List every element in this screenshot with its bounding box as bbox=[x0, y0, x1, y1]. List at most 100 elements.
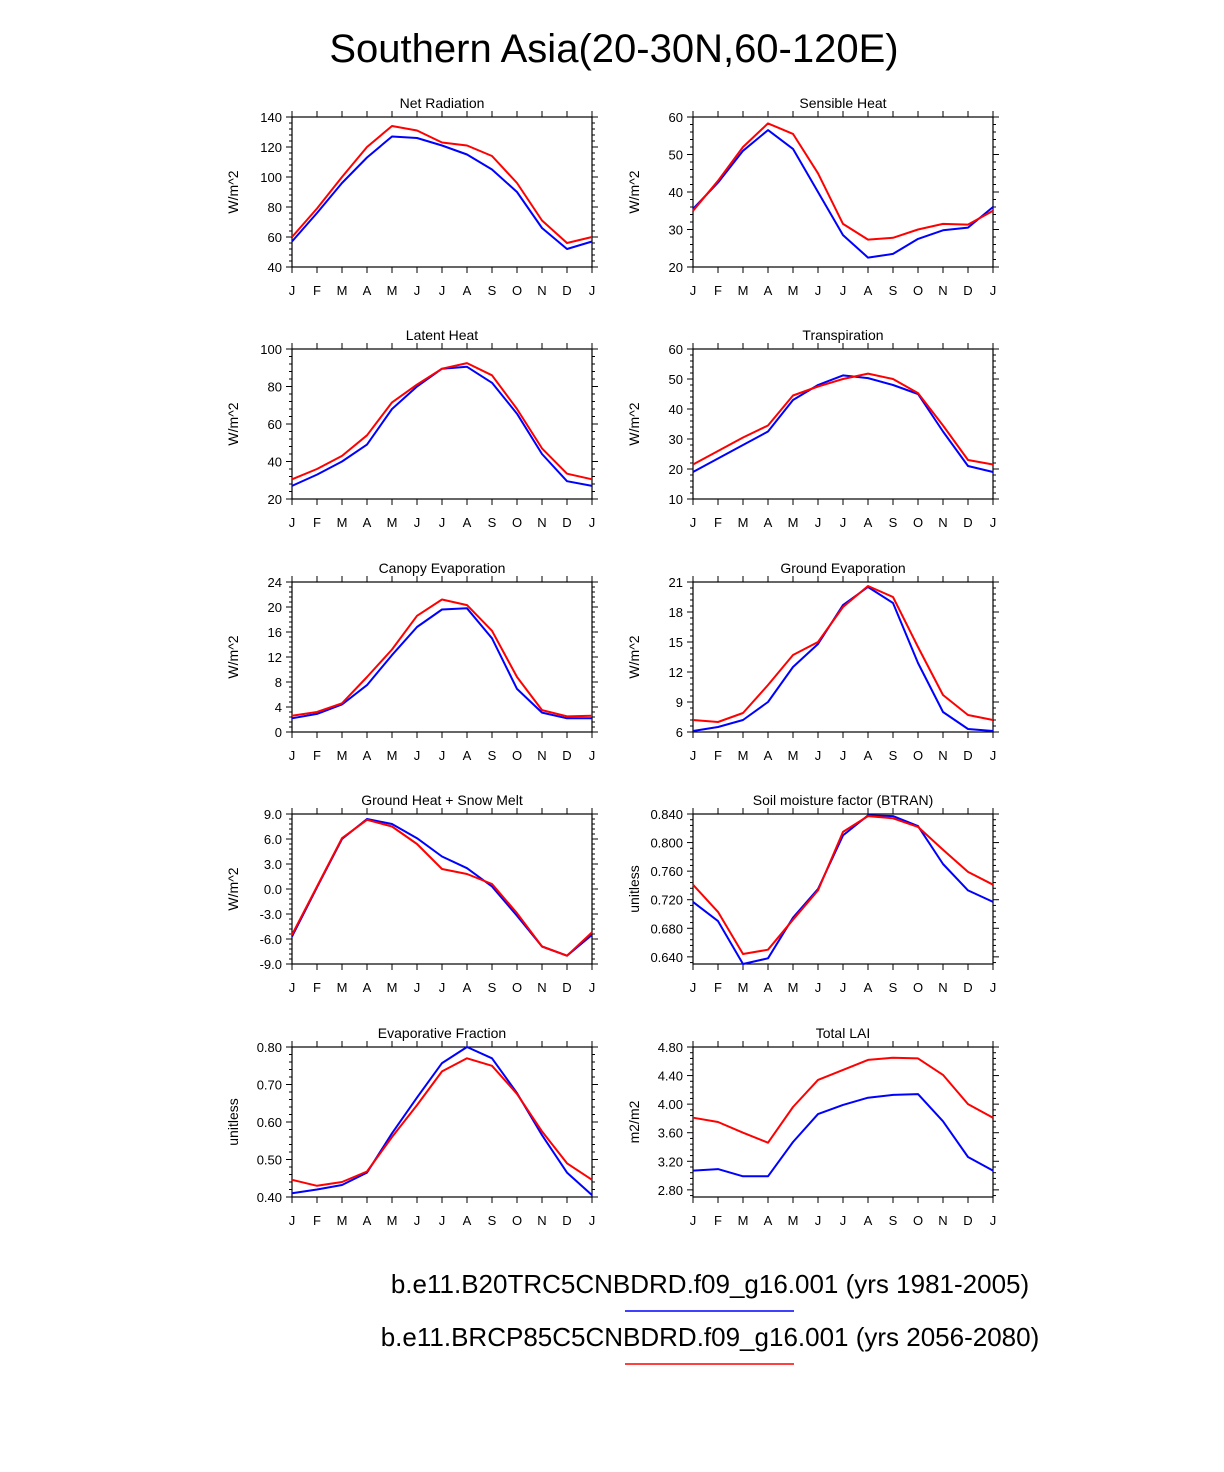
y-tick-label: 18 bbox=[669, 605, 683, 620]
x-tick-label: F bbox=[714, 1213, 722, 1228]
y-tick-label: 9.0 bbox=[264, 807, 282, 822]
y-tick-label: 40 bbox=[669, 185, 683, 200]
x-tick-label: J bbox=[289, 748, 296, 763]
y-tick-label: 4 bbox=[275, 700, 282, 715]
x-tick-label: F bbox=[313, 1213, 321, 1228]
y-tick-label: 20 bbox=[669, 260, 683, 275]
x-tick-label: A bbox=[764, 283, 773, 298]
y-tick-label: 20 bbox=[268, 600, 282, 615]
plot-frame bbox=[291, 348, 593, 500]
x-tick-label: F bbox=[714, 515, 722, 530]
y-axis-label: W/m^2 bbox=[626, 635, 642, 678]
legend: b.e11.B20TRC5CNBDRD.f09_g16.001 (yrs 198… bbox=[381, 1269, 1040, 1365]
y-tick-label: 0.70 bbox=[257, 1078, 282, 1093]
series-line-control bbox=[692, 374, 994, 473]
x-tick-label: M bbox=[337, 283, 348, 298]
legend-label-future: b.e11.BRCP85C5CNBDRD.f09_g16.001 (yrs 20… bbox=[381, 1322, 1040, 1352]
x-tick-label: M bbox=[387, 283, 398, 298]
x-tick-label: F bbox=[313, 980, 321, 995]
x-tick-label: O bbox=[913, 980, 923, 995]
x-tick-label: J bbox=[990, 1213, 997, 1228]
x-tick-label: J bbox=[990, 748, 997, 763]
x-tick-label: J bbox=[990, 980, 997, 995]
y-tick-label: 4.80 bbox=[658, 1040, 683, 1055]
x-tick-label: N bbox=[537, 515, 546, 530]
series-line-future bbox=[692, 1056, 994, 1144]
series-line-control bbox=[291, 607, 592, 720]
x-tick-label: J bbox=[690, 515, 697, 530]
x-tick-label: M bbox=[738, 1213, 749, 1228]
series-line-control bbox=[692, 129, 994, 259]
x-tick-label: D bbox=[963, 283, 972, 298]
y-tick-label: 0.680 bbox=[650, 921, 683, 936]
x-tick-label: J bbox=[815, 748, 822, 763]
x-tick-label: J bbox=[439, 748, 446, 763]
y-tick-label: 2.80 bbox=[658, 1183, 683, 1198]
y-tick-label: 40 bbox=[669, 402, 683, 417]
x-tick-label: O bbox=[512, 515, 522, 530]
plot-frame bbox=[291, 1046, 593, 1198]
x-tick-label: J bbox=[289, 980, 296, 995]
series-line-future bbox=[291, 818, 593, 957]
x-tick-label: F bbox=[714, 980, 722, 995]
y-tick-label: 4.40 bbox=[658, 1069, 683, 1084]
x-tick-label: M bbox=[387, 748, 398, 763]
panel-soil-moisture-factor-btran: Soil moisture factor (BTRAN) unitless 0.64… bbox=[626, 792, 999, 995]
x-tick-label: S bbox=[889, 748, 898, 763]
x-tick-label: J bbox=[840, 283, 847, 298]
x-tick-label: A bbox=[463, 283, 472, 298]
x-tick-label: J bbox=[289, 283, 296, 298]
x-tick-label: N bbox=[537, 283, 546, 298]
y-tick-label: 15 bbox=[669, 635, 683, 650]
x-tick-label: A bbox=[463, 1213, 472, 1228]
y-axis-label: unitless bbox=[626, 865, 642, 912]
x-tick-label: M bbox=[387, 515, 398, 530]
y-tick-label: 60 bbox=[268, 417, 282, 432]
y-tick-label: 60 bbox=[669, 110, 683, 125]
x-tick-label: A bbox=[864, 748, 873, 763]
x-tick-label: N bbox=[938, 1213, 947, 1228]
x-tick-label: D bbox=[963, 515, 972, 530]
x-tick-label: N bbox=[537, 748, 546, 763]
y-tick-label: 80 bbox=[268, 380, 282, 395]
panel-total-lai: Total LAI m2/m2 2.80 3.20 3.60 4.00 4.40 4.80 J F… bbox=[626, 1025, 999, 1228]
x-tick-label: N bbox=[537, 1213, 546, 1228]
x-tick-label: D bbox=[963, 748, 972, 763]
x-tick-label: D bbox=[963, 1213, 972, 1228]
y-axis-label: W/m^2 bbox=[225, 402, 241, 445]
y-tick-label: 24 bbox=[268, 575, 282, 590]
series-line-future bbox=[291, 362, 593, 481]
series-line-control bbox=[291, 135, 593, 250]
y-tick-label: 0.60 bbox=[257, 1115, 282, 1130]
x-tick-label: A bbox=[363, 283, 372, 298]
x-tick-label: S bbox=[488, 748, 497, 763]
y-tick-label: 0.640 bbox=[650, 950, 683, 965]
panel-evaporative-fraction: Evaporative Fraction unitless 0.40 0.50 0.60… bbox=[225, 1025, 598, 1228]
x-tick-label: D bbox=[562, 515, 571, 530]
x-tick-label: J bbox=[414, 1213, 421, 1228]
x-tick-label: J bbox=[414, 515, 421, 530]
y-tick-label: 20 bbox=[268, 492, 282, 507]
series-line-future bbox=[692, 815, 994, 955]
x-tick-label: S bbox=[889, 515, 898, 530]
plot-frame bbox=[291, 116, 593, 268]
x-tick-label: O bbox=[512, 1213, 522, 1228]
panel-title: Ground Heat + Snow Melt bbox=[361, 792, 523, 808]
y-tick-label: 3.20 bbox=[658, 1154, 683, 1169]
x-tick-label: J bbox=[289, 515, 296, 530]
y-tick-label: 9 bbox=[676, 695, 683, 710]
x-tick-label: O bbox=[512, 748, 522, 763]
y-tick-label: 21 bbox=[669, 575, 683, 590]
x-tick-label: J bbox=[414, 283, 421, 298]
x-tick-label: D bbox=[562, 980, 571, 995]
x-tick-label: M bbox=[387, 1213, 398, 1228]
series-line-control bbox=[692, 1093, 994, 1178]
x-tick-label: M bbox=[337, 748, 348, 763]
x-tick-label: D bbox=[562, 1213, 571, 1228]
x-tick-label: M bbox=[788, 748, 799, 763]
x-tick-label: S bbox=[889, 980, 898, 995]
x-tick-label: F bbox=[714, 748, 722, 763]
x-tick-label: J bbox=[589, 980, 596, 995]
